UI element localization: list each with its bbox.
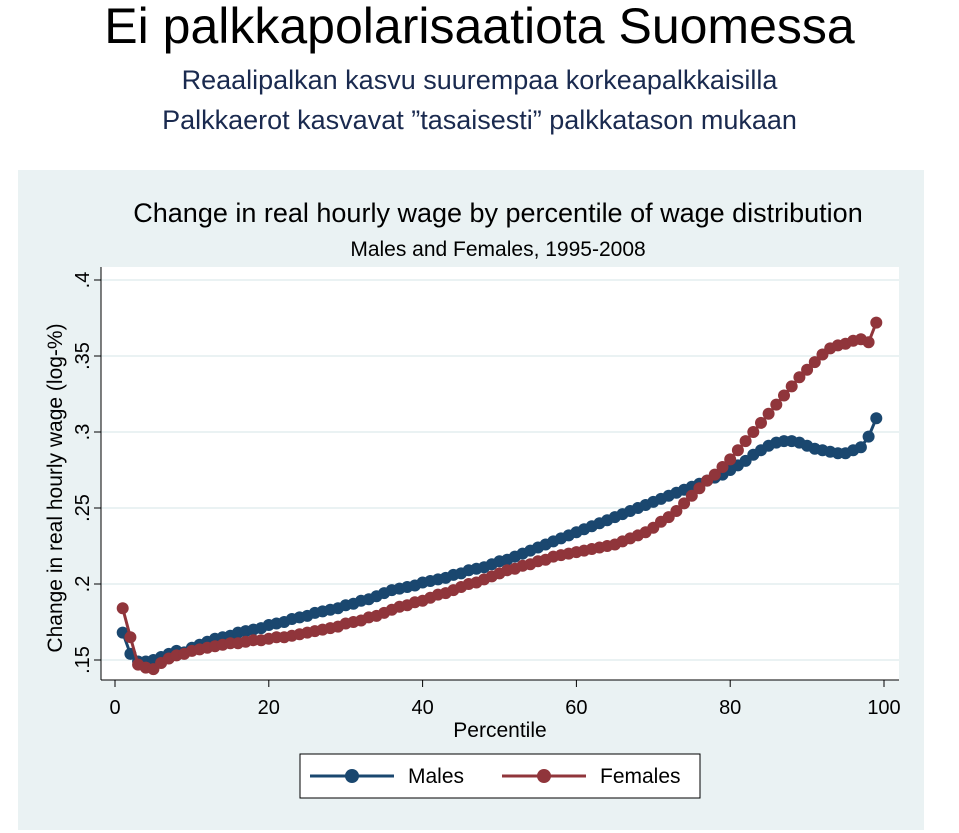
x-tick-label: 40 bbox=[411, 697, 433, 719]
data-point bbox=[716, 461, 729, 473]
data-point bbox=[755, 416, 767, 429]
x-axis-label: Percentile bbox=[453, 719, 546, 742]
data-point bbox=[724, 453, 737, 466]
data-point bbox=[747, 426, 760, 438]
data-point bbox=[808, 356, 821, 369]
series-males bbox=[116, 412, 883, 668]
series-females bbox=[116, 316, 883, 676]
data-point bbox=[116, 602, 129, 615]
legend-label: Females bbox=[600, 765, 681, 788]
y-axis-label: Change in real hourly wage (log-%) bbox=[44, 323, 67, 652]
y-tick-label: .35 bbox=[72, 342, 94, 370]
x-tick-label: 100 bbox=[867, 697, 900, 719]
plot-area bbox=[101, 267, 899, 680]
data-point bbox=[870, 316, 883, 329]
data-point bbox=[693, 482, 706, 495]
data-point bbox=[862, 430, 875, 443]
data-point bbox=[770, 398, 783, 411]
data-point bbox=[678, 497, 691, 510]
y-tick-label: .3 bbox=[72, 424, 94, 441]
legend-label: Males bbox=[408, 765, 464, 788]
series-layer bbox=[116, 316, 883, 676]
x-tick-label: 80 bbox=[719, 697, 741, 719]
legend: Males Females bbox=[299, 753, 701, 799]
y-tick-label: .15 bbox=[72, 646, 94, 674]
slide-subtitle-1: Reaalipalkan kasvu suurempaa korkeapalkk… bbox=[181, 65, 778, 95]
legend-item-males: Males bbox=[310, 765, 464, 788]
data-point bbox=[708, 468, 721, 481]
data-point bbox=[801, 363, 814, 376]
legend-marker bbox=[345, 769, 359, 783]
data-point bbox=[670, 505, 683, 517]
data-point bbox=[739, 435, 752, 448]
chart-title: Change in real hourly wage by percentile… bbox=[133, 198, 862, 228]
slide-subtitle-2: Palkkaerot kasvavat ”tasaisesti” palkkat… bbox=[162, 105, 797, 135]
data-point bbox=[785, 380, 798, 393]
data-point bbox=[124, 631, 137, 644]
x-tick-label: 20 bbox=[258, 697, 280, 719]
data-point bbox=[685, 489, 698, 502]
legend-marker bbox=[537, 769, 551, 783]
data-point bbox=[862, 336, 875, 349]
slide-title: Ei palkkapolarisaatiota Suomessa bbox=[104, 0, 855, 54]
legend-item-females: Females bbox=[502, 765, 681, 788]
data-point bbox=[762, 407, 775, 420]
grid-lines bbox=[101, 279, 899, 661]
wage-change-chart: Change in real hourly wage by percentile… bbox=[18, 170, 924, 830]
y-axis-ticks: .15 .2 .25 .3 .35 .4 bbox=[72, 272, 101, 674]
data-point bbox=[854, 441, 867, 454]
y-tick-label: .4 bbox=[72, 272, 94, 289]
x-tick-label: 0 bbox=[109, 697, 120, 719]
y-tick-label: .25 bbox=[72, 494, 94, 522]
data-point bbox=[778, 389, 790, 402]
data-point bbox=[870, 412, 883, 425]
x-tick-label: 60 bbox=[565, 697, 587, 719]
data-point bbox=[793, 371, 806, 384]
chart-subtitle: Males and Females, 1995-2008 bbox=[350, 238, 645, 261]
x-axis-ticks: 0 20 40 60 80 100 bbox=[109, 680, 901, 719]
data-point bbox=[731, 444, 744, 457]
y-tick-label: .2 bbox=[72, 576, 94, 593]
